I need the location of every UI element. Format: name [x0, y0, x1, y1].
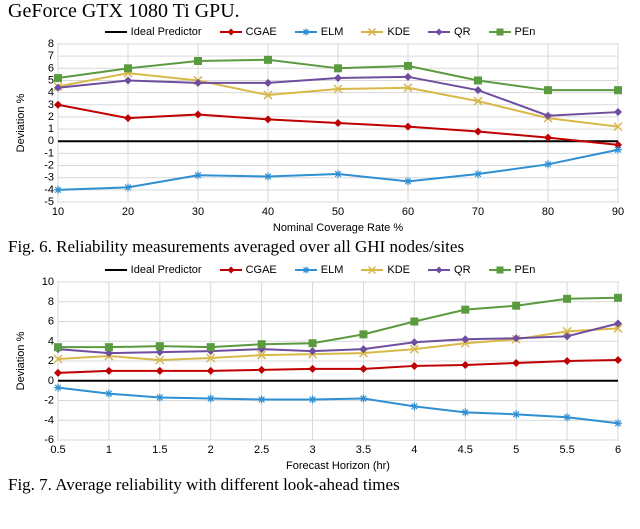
- legend-item: ELM: [295, 26, 344, 38]
- svg-text:5: 5: [48, 74, 54, 86]
- svg-text:5: 5: [513, 444, 519, 456]
- legend-swatch: [361, 27, 383, 37]
- legend-label: ELM: [321, 26, 344, 38]
- svg-text:4: 4: [48, 335, 54, 347]
- svg-text:2: 2: [208, 444, 214, 456]
- legend-swatch: [489, 265, 511, 275]
- legend-swatch: [295, 27, 317, 37]
- legend-item: Ideal Predictor: [105, 26, 202, 38]
- fig6-caption: Fig. 6. Reliability measurements average…: [0, 234, 640, 262]
- svg-text:4: 4: [48, 87, 54, 99]
- svg-text:0: 0: [48, 375, 54, 387]
- legend-swatch: [428, 27, 450, 37]
- svg-text:60: 60: [402, 206, 414, 218]
- fig7-svg: -6-4-202468100.511.522.533.544.555.56For…: [10, 262, 630, 472]
- legend-item: KDE: [361, 26, 410, 38]
- truncated-prev-text: GeForce GTX 1080 Ti GPU.: [0, 0, 640, 24]
- svg-text:6: 6: [48, 316, 54, 328]
- fig7-legend: Ideal Predictor CGAE ELM KDE QR PEn: [10, 264, 630, 276]
- legend-swatch: [295, 265, 317, 275]
- fig6-legend: Ideal Predictor CGAE ELM KDE QR PEn: [10, 26, 630, 38]
- svg-text:40: 40: [262, 206, 274, 218]
- legend-item: QR: [428, 264, 471, 276]
- legend-swatch: [489, 27, 511, 37]
- svg-text:6: 6: [48, 62, 54, 74]
- svg-text:4: 4: [411, 444, 417, 456]
- svg-text:7: 7: [48, 50, 54, 62]
- svg-text:3: 3: [309, 444, 315, 456]
- svg-text:8: 8: [48, 38, 54, 50]
- svg-text:8: 8: [48, 296, 54, 308]
- legend-label: PEn: [515, 26, 536, 38]
- svg-text:-3: -3: [44, 172, 54, 184]
- legend-label: Ideal Predictor: [131, 264, 202, 276]
- svg-text:90: 90: [612, 206, 624, 218]
- legend-label: CGAE: [246, 26, 277, 38]
- svg-text:3: 3: [48, 99, 54, 111]
- svg-text:70: 70: [472, 206, 484, 218]
- svg-text:1.5: 1.5: [152, 444, 167, 456]
- legend-label: QR: [454, 26, 471, 38]
- svg-text:6: 6: [615, 444, 621, 456]
- legend-swatch: [361, 265, 383, 275]
- svg-text:20: 20: [122, 206, 134, 218]
- fig6-svg: -5-4-3-2-1012345678102030405060708090Nom…: [10, 24, 630, 234]
- svg-text:50: 50: [332, 206, 344, 218]
- svg-text:1: 1: [48, 123, 54, 135]
- svg-text:Nominal Coverage Rate %: Nominal Coverage Rate %: [273, 222, 403, 234]
- legend-label: CGAE: [246, 264, 277, 276]
- legend-label: PEn: [515, 264, 536, 276]
- legend-label: Ideal Predictor: [131, 26, 202, 38]
- fig7-caption: Fig. 7. Average reliability with differe…: [0, 472, 640, 500]
- legend-label: QR: [454, 264, 471, 276]
- svg-text:-2: -2: [44, 395, 54, 407]
- legend-item: CGAE: [220, 26, 277, 38]
- fig6-chart: Ideal PredictorCGAEELMKDEQRPEn -5-4-3-2-…: [10, 24, 630, 234]
- svg-text:-4: -4: [44, 414, 54, 426]
- legend-item: PEn: [489, 26, 536, 38]
- svg-text:4.5: 4.5: [458, 444, 473, 456]
- svg-text:Deviation %: Deviation %: [15, 93, 27, 152]
- svg-text:3.5: 3.5: [356, 444, 371, 456]
- svg-text:1: 1: [106, 444, 112, 456]
- legend-label: KDE: [387, 26, 410, 38]
- legend-item: Ideal Predictor: [105, 264, 202, 276]
- svg-text:2: 2: [48, 355, 54, 367]
- svg-text:Forecast Horizon (hr): Forecast Horizon (hr): [286, 460, 390, 472]
- svg-text:10: 10: [52, 206, 64, 218]
- legend-swatch: [220, 265, 242, 275]
- legend-swatch: [105, 27, 127, 37]
- legend-swatch: [428, 265, 450, 275]
- legend-swatch: [105, 265, 127, 275]
- svg-text:2: 2: [48, 111, 54, 123]
- legend-item: QR: [428, 26, 471, 38]
- svg-text:80: 80: [542, 206, 554, 218]
- legend-item: PEn: [489, 264, 536, 276]
- svg-text:Deviation %: Deviation %: [15, 331, 27, 390]
- legend-swatch: [220, 27, 242, 37]
- svg-text:0.5: 0.5: [50, 444, 65, 456]
- svg-text:5.5: 5.5: [559, 444, 574, 456]
- legend-item: KDE: [361, 264, 410, 276]
- svg-text:2.5: 2.5: [254, 444, 269, 456]
- legend-item: CGAE: [220, 264, 277, 276]
- svg-text:-2: -2: [44, 160, 54, 172]
- fig7-chart: Ideal PredictorCGAEELMKDEQRPEn -6-4-2024…: [10, 262, 630, 472]
- svg-text:-1: -1: [44, 147, 54, 159]
- svg-text:-4: -4: [44, 184, 54, 196]
- legend-label: ELM: [321, 264, 344, 276]
- svg-text:0: 0: [48, 135, 54, 147]
- svg-text:10: 10: [42, 276, 54, 288]
- legend-item: ELM: [295, 264, 344, 276]
- legend-label: KDE: [387, 264, 410, 276]
- svg-text:30: 30: [192, 206, 204, 218]
